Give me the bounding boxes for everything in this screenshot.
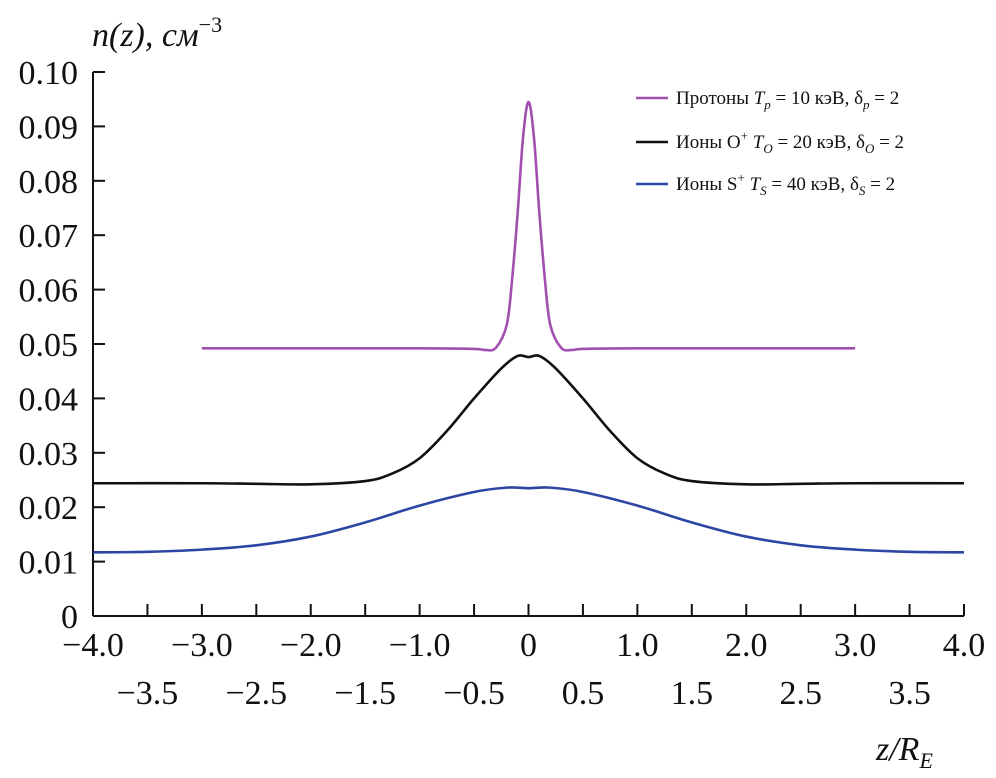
y-tick-label: 0.08 (19, 164, 79, 201)
x-tick-label: 1.0 (616, 627, 659, 664)
x-tick-label-half: 3.5 (888, 675, 931, 712)
x-tick-label-half: 1.5 (671, 675, 714, 712)
legend: Протоны Tp = 10 кэВ, δp = 2 Ионы O+ TO = … (636, 88, 904, 198)
y-axis-title: n(z), см−3 (92, 12, 222, 54)
tick-labels: 0 0.01 0.02 0.03 0.04 0.05 0.06 0.07 0.08 0.09 0.1… (19, 55, 986, 712)
y-tick-label: 0.10 (19, 55, 79, 92)
y-tick-label: 0.03 (19, 436, 79, 473)
x-tick-label: 0 (520, 627, 537, 664)
x-axis-title-sub: E (918, 748, 933, 773)
x-tick-label: −1.0 (389, 627, 451, 664)
series-line-2 (92, 486, 965, 554)
legend-label-1: Ионы O+ TO = 20 кэВ, δO = 2 (676, 128, 904, 156)
x-tick-label-half: −2.5 (225, 675, 287, 712)
y-tick-label: 0.06 (19, 273, 79, 310)
series-line-0 (201, 100, 856, 352)
x-tick-label-half: −1.5 (334, 675, 396, 712)
legend-label-0: Протоны Tp = 10 кэВ, δp = 2 (676, 88, 899, 112)
legend-label-2: Ионы S+ TS = 40 кэВ, δS = 2 (676, 170, 895, 198)
x-axis-title-main: z/R (875, 731, 920, 768)
x-tick-label: 4.0 (943, 627, 986, 664)
x-tick-label: −4.0 (62, 627, 124, 664)
y-tick-label: 0 (61, 599, 78, 636)
x-tick-label-half: 0.5 (562, 675, 605, 712)
x-tick-label: −3.0 (171, 627, 233, 664)
x-tick-label-half: −3.5 (117, 675, 179, 712)
x-tick-label-half: 2.5 (779, 675, 822, 712)
y-tick-label: 0.04 (19, 381, 79, 418)
x-tick-label-half: −0.5 (443, 675, 505, 712)
y-axis-title-sup: −3 (199, 12, 222, 37)
y-tick-label: 0.01 (19, 545, 79, 582)
series-line-1 (92, 354, 965, 486)
y-axis-title-main: n(z), см (92, 17, 199, 54)
x-tick-label: 2.0 (725, 627, 768, 664)
axes (92, 71, 965, 617)
x-axis-title: z/RE (875, 731, 933, 773)
y-tick-label: 0.02 (19, 490, 79, 527)
y-tick-label: 0.09 (19, 109, 79, 146)
y-tick-label: 0.07 (19, 218, 79, 255)
x-tick-label: 3.0 (834, 627, 877, 664)
x-tick-label: −2.0 (280, 627, 342, 664)
y-tick-label: 0.05 (19, 327, 79, 364)
series-lines (92, 100, 965, 554)
